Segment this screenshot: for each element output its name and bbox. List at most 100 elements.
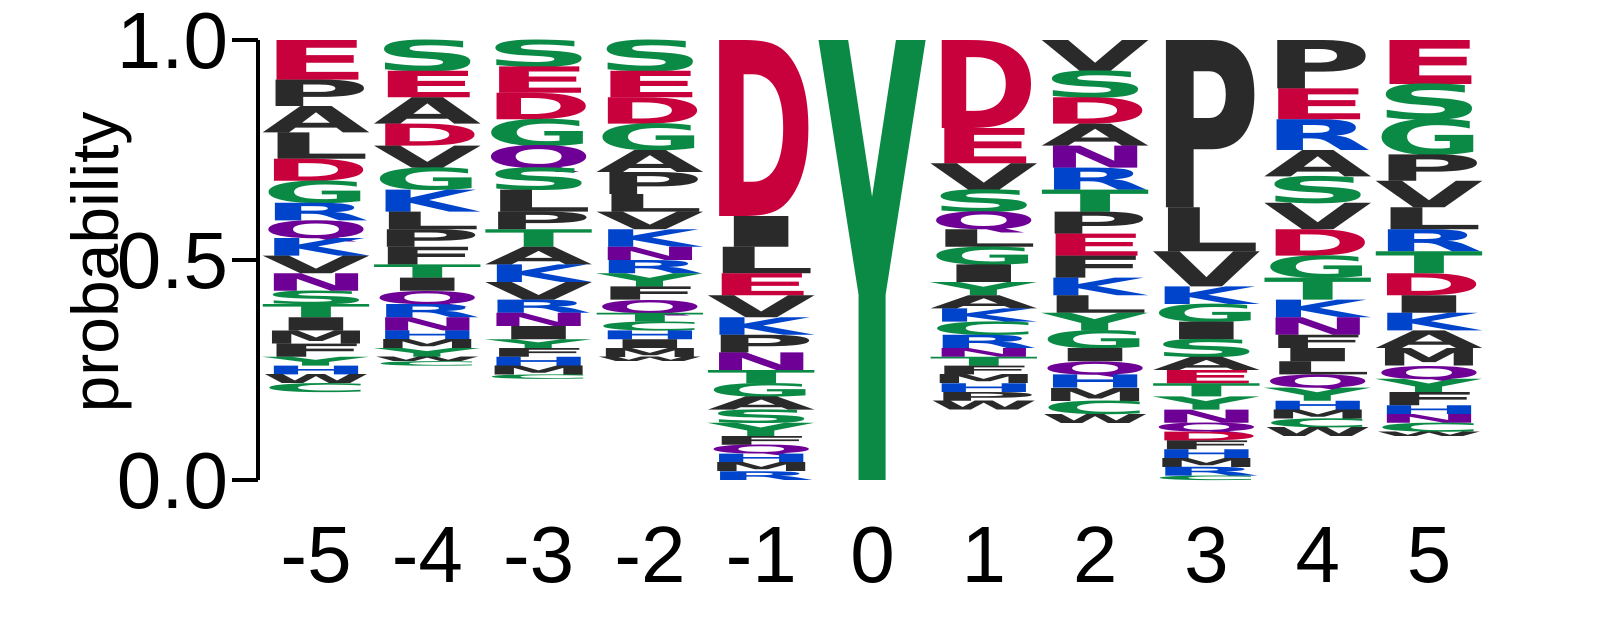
- logo-letter-r: R: [262, 198, 370, 226]
- logo-letter-c: C: [930, 318, 1038, 339]
- y-axis: 0.0 0.5 1.0: [117, 0, 260, 525]
- logo-letter-p: P: [1152, 0, 1260, 262]
- logo-letter-e: E: [596, 64, 704, 106]
- x-tick-label: -2: [614, 510, 685, 599]
- logo-letter-i: I: [485, 322, 593, 343]
- logo-letter-a: A: [930, 292, 1038, 313]
- logo-letter-a: A: [485, 242, 593, 270]
- logo-letter-e: E: [373, 64, 481, 106]
- logo-letter-l: L: [1041, 290, 1149, 318]
- logo-letter-c: C: [485, 373, 593, 380]
- y-tick-label: 1.0: [117, 0, 228, 85]
- logo-letter-e: E: [707, 267, 815, 302]
- logo-letter-s: S: [1264, 169, 1372, 211]
- logo-letter-t: T: [930, 355, 1038, 369]
- logo-letter-f: F: [485, 346, 593, 360]
- logo-letter-e: E: [1152, 366, 1260, 387]
- logo-letter-p: P: [1375, 147, 1483, 189]
- logo-letter-l: L: [596, 189, 704, 217]
- logo-letter-v: V: [596, 207, 704, 235]
- logo-letter-p: P: [707, 330, 815, 358]
- logo-letter-f: F: [1041, 249, 1149, 284]
- logo-letter-d: D: [485, 85, 593, 127]
- logo-letter-l: L: [262, 125, 370, 167]
- logo-letter-g: G: [1264, 249, 1372, 284]
- logo-letter-i: I: [262, 314, 370, 335]
- logo-letter-v: V: [707, 289, 815, 324]
- logo-letter-v: V: [485, 277, 593, 305]
- logo-letter-p: P: [485, 207, 593, 235]
- logo-letter-y: Y: [1264, 384, 1372, 405]
- logo-letter-m: M: [1375, 343, 1483, 371]
- logo-letter-e: E: [262, 29, 370, 92]
- logo-letter-d: D: [373, 118, 481, 153]
- logo-letter-g: G: [930, 242, 1038, 270]
- logo-letter-d: D: [1264, 222, 1372, 264]
- logo-letter-c: C: [262, 381, 370, 395]
- logo-letter-c: C: [1041, 397, 1149, 418]
- logo-letter-d: D: [930, 16, 1038, 156]
- logo-letter-y: Y: [596, 270, 704, 291]
- logo-letter-h: H: [1264, 398, 1372, 412]
- logo-letter-k: K: [1152, 282, 1261, 310]
- logo-letter-a: A: [1152, 353, 1260, 374]
- logo-letter-t: T: [485, 224, 593, 252]
- x-tick-label: 4: [1295, 510, 1340, 599]
- logo-letter-g: G: [1041, 326, 1149, 354]
- logo-letter-g: G: [373, 161, 481, 196]
- logo-letter-h: H: [1375, 403, 1483, 417]
- logo-letter-d: D: [1041, 90, 1149, 132]
- logo-letter-f: F: [596, 283, 704, 304]
- logo-letter-a: A: [373, 90, 481, 132]
- logo-letter-f: F: [707, 434, 815, 448]
- logo-letter-r: R: [707, 469, 815, 483]
- logo-letter-s: S: [262, 287, 370, 308]
- logo-letter-n: N: [373, 313, 481, 334]
- logo-letter-i: I: [1264, 344, 1372, 365]
- logo-letter-s: S: [485, 162, 593, 197]
- logo-letter-p: P: [930, 390, 1038, 404]
- logo-letter-v: V: [1152, 242, 1260, 298]
- logo-letter-s: S: [1152, 335, 1260, 363]
- logo-letter-r: R: [485, 296, 593, 317]
- logo-letter-v: V: [1264, 196, 1372, 238]
- y-axis-label: probability: [58, 112, 132, 413]
- logo-letter-i: I: [1375, 290, 1483, 318]
- logo-letter-e: E: [1375, 29, 1483, 99]
- logo-letter-r: R: [373, 300, 481, 321]
- logo-letter-v: V: [1041, 32, 1149, 81]
- x-axis: -5 -4 -3 -2 -1 0 1 2 3 4 5: [280, 510, 1451, 599]
- logo-letter-r: R: [1041, 162, 1149, 197]
- logo-letter-c: C: [1264, 416, 1372, 430]
- logo-letter-e: E: [1041, 227, 1149, 262]
- logo-letter-f: F: [1264, 331, 1372, 352]
- logo-letter-k: K: [596, 224, 705, 252]
- logo-letter-k: K: [1375, 308, 1484, 336]
- logo-letter-y: Y: [373, 346, 480, 360]
- logo-letter-y: Y: [707, 419, 815, 440]
- logo-letter-a: A: [1264, 143, 1372, 185]
- logo-letter-w: W: [262, 372, 370, 386]
- logo-letter-v: V: [262, 251, 370, 279]
- logo-letter-v: V: [373, 139, 481, 174]
- logo-letter-k: K: [262, 233, 371, 261]
- logo-letter-y: Y: [1375, 375, 1483, 396]
- logo-letter-m: M: [1041, 384, 1149, 405]
- logo-letter-m: M: [485, 363, 593, 377]
- logo-letter-s: S: [1041, 64, 1149, 106]
- logo-letter-w: W: [373, 356, 481, 363]
- logo-letter-s: S: [930, 184, 1038, 219]
- logo-letter-t: T: [1041, 184, 1149, 219]
- logo-letter-n: N: [596, 243, 704, 264]
- logo-letter-k: K: [1041, 273, 1150, 301]
- logo-letter-r: R: [1264, 111, 1372, 160]
- x-tick-label: 0: [850, 510, 895, 599]
- x-tick-label: -1: [726, 510, 797, 599]
- logo-letter-f: F: [373, 242, 481, 270]
- logo-letter-n: N: [1041, 140, 1149, 175]
- x-tick-label: 2: [1073, 510, 1118, 599]
- logo-letter-t: T: [1375, 245, 1483, 280]
